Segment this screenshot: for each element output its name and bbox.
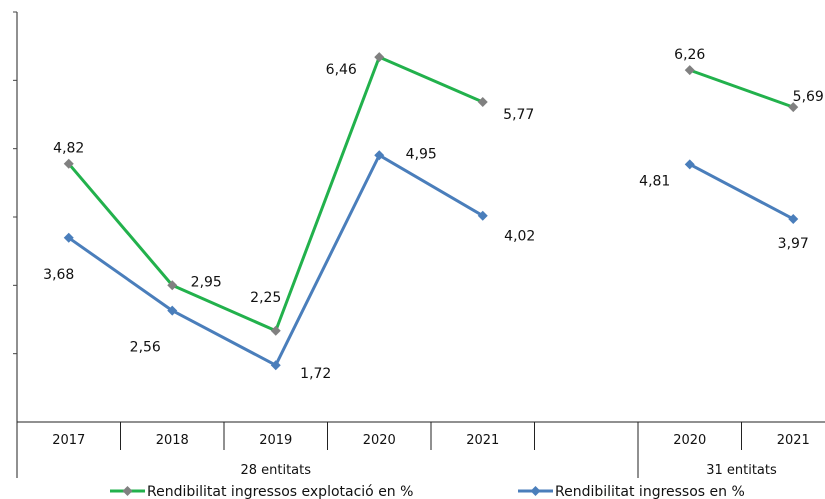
group-label: 31 entitats (706, 463, 777, 478)
x-tick-label: 2021 (777, 433, 810, 448)
legend-swatch-marker (122, 486, 133, 496)
series-line (689, 163, 794, 221)
data-point-marker (63, 158, 74, 169)
data-point-marker (374, 52, 385, 63)
data-point-marker (270, 325, 281, 336)
data-label: 3,97 (778, 236, 809, 252)
data-label: 3,68 (43, 267, 74, 283)
data-label: 4,95 (406, 146, 437, 162)
data-point-marker (788, 213, 799, 224)
x-tick-label: 2019 (259, 433, 292, 448)
series-line (689, 68, 794, 109)
data-label: 4,82 (53, 141, 84, 157)
x-tick-label: 2020 (363, 433, 396, 448)
data-point-marker (270, 360, 281, 371)
data-label: 2,56 (130, 340, 161, 356)
data-point-marker (167, 305, 178, 316)
x-tick-label: 2020 (673, 433, 706, 448)
x-tick-label: 2017 (52, 433, 85, 448)
data-point-marker (374, 150, 385, 161)
data-point-marker (788, 102, 799, 113)
group-label: 28 entitats (240, 463, 311, 478)
data-label: 5,77 (503, 107, 534, 123)
data-point-marker (684, 159, 695, 170)
data-label: 4,02 (504, 229, 535, 245)
data-point-marker (477, 96, 488, 107)
data-point-marker (63, 232, 74, 243)
data-point-marker (167, 280, 178, 291)
legend-entry-label: Rendibilitat ingressos en % (555, 484, 745, 499)
data-label: 4,81 (639, 173, 670, 189)
x-tick-label: 2018 (156, 433, 189, 448)
data-label: 5,69 (793, 89, 824, 105)
data-label: 6,26 (674, 47, 705, 63)
legend-swatch-marker (530, 486, 541, 496)
data-label: 2,25 (250, 290, 281, 306)
x-tick-label: 2021 (466, 433, 499, 448)
data-point-marker (684, 65, 695, 76)
data-point-marker (477, 210, 488, 221)
legend-entry-label: Rendibilitat ingressos explotació en % (147, 484, 413, 499)
data-label: 2,95 (191, 274, 222, 290)
data-label: 6,46 (326, 62, 357, 78)
data-label: 1,72 (300, 366, 331, 382)
